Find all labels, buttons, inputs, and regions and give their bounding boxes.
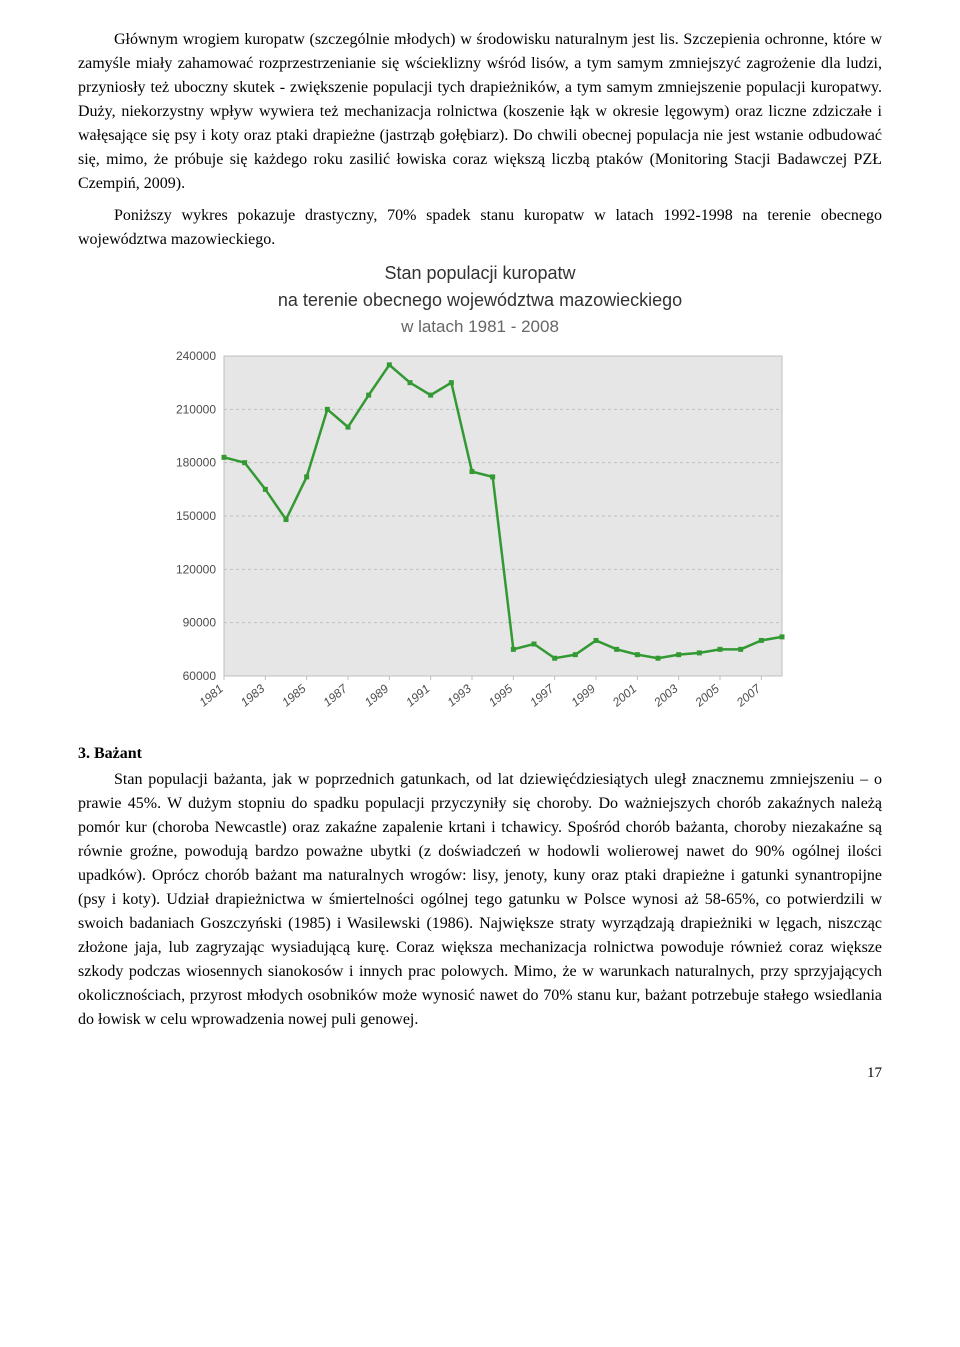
chart-title-line-1: Stan populacji kuropatw — [160, 260, 800, 287]
line-chart-svg: 60000 90000 120000 150000 180000 210000 240000… — [160, 346, 800, 726]
paragraph-chart-intro: Poniższy wykres pokazuje drastyczny, 70%… — [78, 204, 882, 252]
svg-text:210000: 210000 — [176, 402, 216, 416]
svg-text:1999: 1999 — [568, 681, 598, 709]
population-chart: Stan populacji kuropatw na terenie obecn… — [160, 260, 800, 726]
svg-text:1997: 1997 — [527, 680, 557, 709]
svg-text:1993: 1993 — [444, 681, 474, 709]
svg-text:2005: 2005 — [692, 681, 722, 710]
page: Głównym wrogiem kuropatw (szczególnie mł… — [0, 0, 960, 1124]
page-number: 17 — [78, 1062, 882, 1085]
section-heading-bazant: 3. Bażant — [78, 742, 882, 766]
svg-text:1985: 1985 — [279, 681, 309, 709]
svg-text:2003: 2003 — [650, 681, 680, 710]
chart-title-line-2: na terenie obecnego województwa mazowiec… — [160, 287, 800, 314]
svg-text:240000: 240000 — [176, 349, 216, 363]
svg-text:1987: 1987 — [320, 680, 350, 709]
chart-title-line-3: w latach 1981 - 2008 — [160, 314, 800, 340]
svg-text:120000: 120000 — [176, 562, 216, 576]
chart-title: Stan populacji kuropatw na terenie obecn… — [160, 260, 800, 340]
svg-text:1995: 1995 — [486, 681, 516, 709]
svg-text:90000: 90000 — [183, 615, 217, 629]
svg-text:180000: 180000 — [176, 455, 216, 469]
svg-text:2007: 2007 — [733, 680, 764, 709]
svg-text:1983: 1983 — [238, 681, 268, 709]
paragraph-bazant: Stan populacji bażanta, jak w poprzednic… — [78, 768, 882, 1032]
svg-text:150000: 150000 — [176, 509, 216, 523]
svg-text:1991: 1991 — [403, 681, 432, 709]
svg-text:1989: 1989 — [362, 681, 392, 709]
svg-text:60000: 60000 — [183, 669, 217, 683]
svg-text:1981: 1981 — [196, 681, 225, 709]
paragraph-kuropatwa: Głównym wrogiem kuropatw (szczególnie mł… — [78, 28, 882, 196]
svg-text:2001: 2001 — [609, 681, 639, 710]
